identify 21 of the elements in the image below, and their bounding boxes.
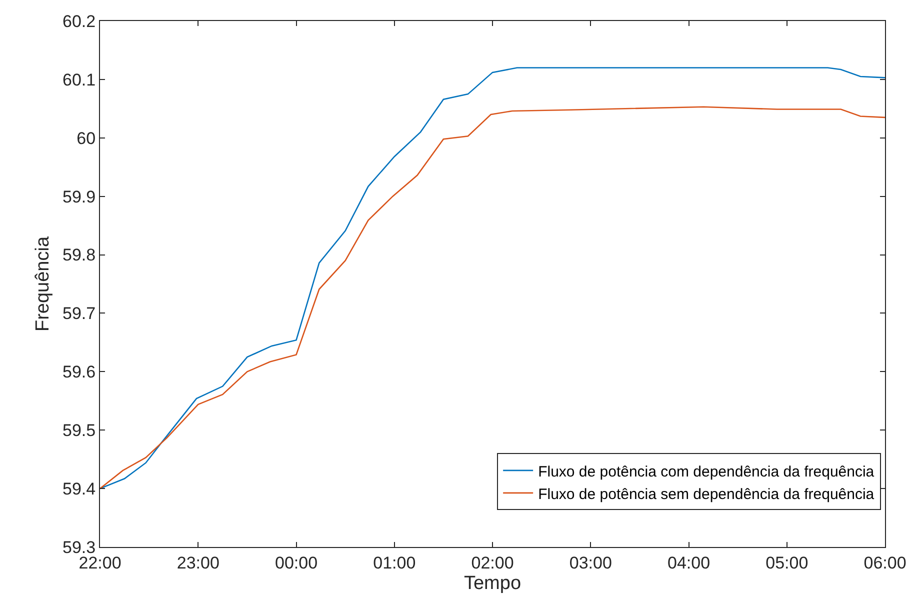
y-axis-title: Frequência (32, 236, 54, 332)
x-tick-label: 04:00 (667, 553, 710, 572)
x-tick-label: 00:00 (274, 553, 318, 572)
y-tick-label: 60 (76, 128, 96, 148)
y-tick-label: 60.2 (62, 12, 96, 31)
x-tick-label: 03:00 (569, 553, 612, 572)
x-tick-label: 06:00 (864, 553, 906, 572)
y-tick-label: 59.8 (62, 246, 96, 265)
x-tick-label: 02:00 (471, 553, 514, 572)
x-tick-label: 01:00 (373, 553, 416, 572)
x-tick-label: 05:00 (766, 553, 808, 572)
x-axis-title: Tempo (464, 573, 522, 594)
legend-label: Fluxo de potência sem dependência da frequência (538, 486, 875, 503)
y-tick-label: 59.4 (62, 480, 96, 499)
y-tick-label: 59.9 (62, 187, 96, 206)
y-tick-label: 60.1 (62, 70, 96, 90)
y-tick-label: 59.6 (62, 362, 96, 382)
legend-label: Fluxo de potência com dependência da frequência (538, 463, 875, 480)
y-tick-label: 59.5 (62, 421, 96, 440)
x-tick-label: 23:00 (176, 553, 220, 572)
y-tick-label: 59.7 (62, 304, 96, 324)
